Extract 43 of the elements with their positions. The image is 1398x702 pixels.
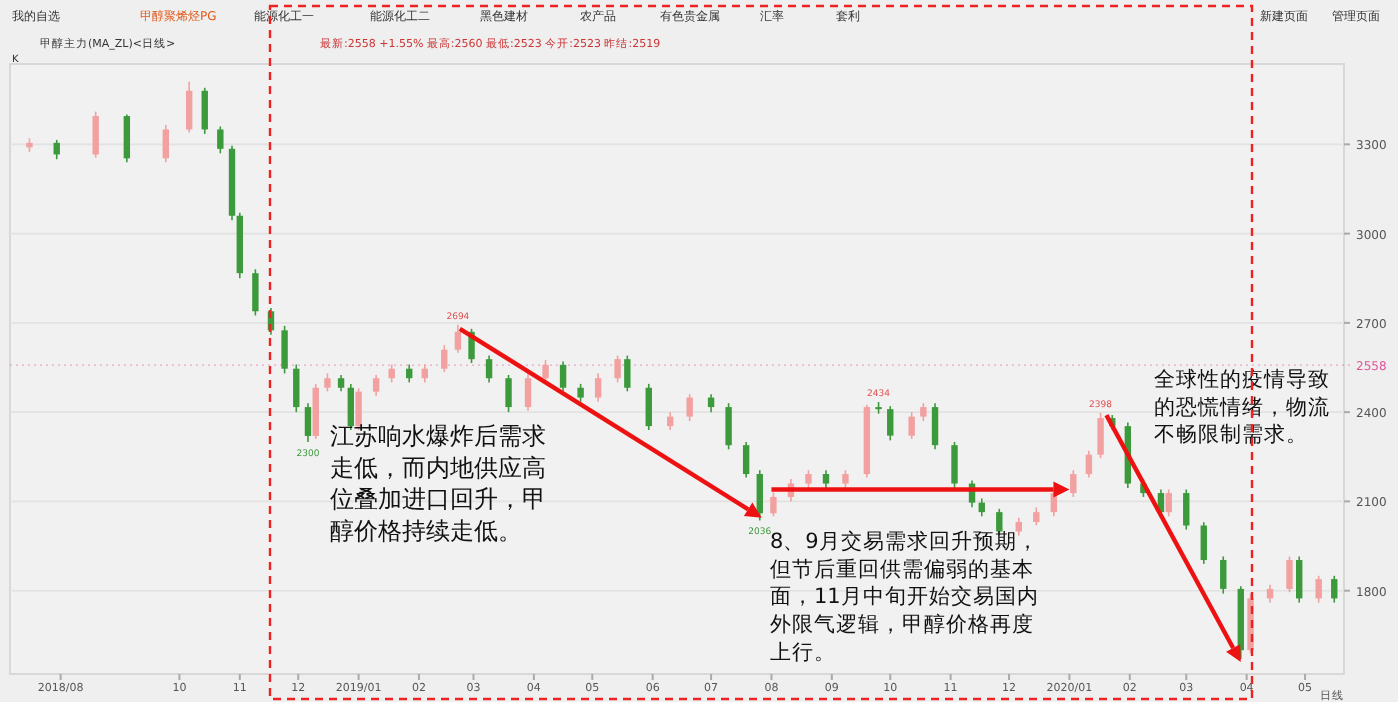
candlestick <box>162 124 169 163</box>
annotation: 江苏响水爆炸后需求走低，而内地供应高位叠加进口回升，甲醇价格持续走低。 <box>330 422 546 546</box>
candlestick <box>887 405 894 442</box>
candlestick <box>756 469 763 522</box>
candlestick <box>1220 555 1227 595</box>
candlestick <box>1085 450 1093 479</box>
candlestick <box>931 402 939 451</box>
candlestick <box>293 363 300 413</box>
candlestick <box>614 354 621 384</box>
candlestick <box>1286 555 1293 593</box>
candlestick <box>1183 488 1190 531</box>
candlestick <box>770 491 777 518</box>
candlestick <box>624 354 631 393</box>
annotation: 8、9月交易需求回升预期，但节后重回供需偏弱的基本面，11月中旬开始交易国内外限气逻辑，甲醇价格再度上行。 <box>770 528 1039 665</box>
candlestick <box>524 372 532 412</box>
candlestick <box>454 323 462 354</box>
candlestick <box>686 393 693 422</box>
candlestick <box>123 113 131 163</box>
candlestick <box>1315 575 1322 604</box>
candlestick <box>217 125 224 155</box>
candlestick <box>1200 521 1207 565</box>
candlestick <box>505 374 512 413</box>
candlestick <box>742 441 750 479</box>
candlestick <box>281 325 288 375</box>
candlestick <box>92 110 99 159</box>
candlestick <box>201 87 208 135</box>
candlestick <box>908 411 915 440</box>
candlestick <box>725 402 732 451</box>
candlestick <box>1097 411 1104 460</box>
candlestick <box>1331 575 1338 604</box>
candlestick <box>1070 469 1077 498</box>
candlestick <box>1165 488 1172 518</box>
candlestick <box>645 383 652 431</box>
candlestick <box>252 268 259 317</box>
candlestick <box>485 354 493 384</box>
candlestick <box>559 360 567 393</box>
candlestick <box>1296 555 1303 604</box>
candlestick <box>951 441 958 489</box>
candlestick <box>185 81 193 134</box>
candlestick <box>594 372 602 403</box>
candlestick <box>441 344 448 373</box>
candlestick <box>372 374 380 397</box>
candlestick <box>304 402 312 443</box>
